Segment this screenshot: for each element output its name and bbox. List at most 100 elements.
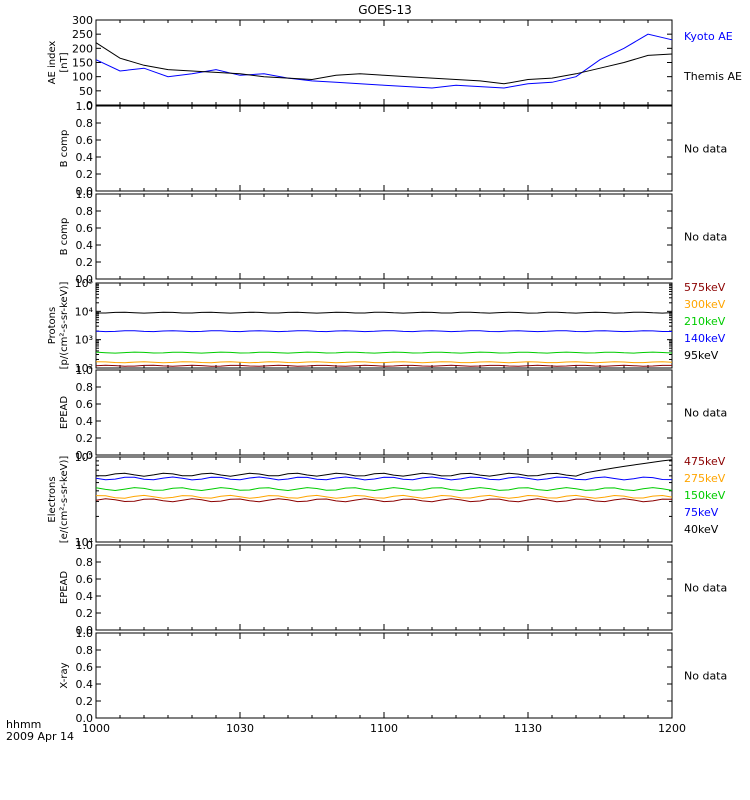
no-data-label: No data [684,407,727,420]
series-line-140keV [95,330,672,333]
y-tick-label: 1.0 [76,627,94,640]
y-tick-label: 0.8 [76,556,94,569]
y-tick-label: 300 [72,14,93,27]
y-tick-label: 10² [75,362,93,375]
series-line-kyoto-ae [95,33,673,89]
series-line-210keV [95,351,673,354]
series-line-95keV [96,311,673,314]
legend-entry: 475keV [684,455,726,468]
panel-epead1: 0.0 0.2 0.4 0.6 0.8 1.0 EPEAD No data [59,364,727,462]
panel-frame [95,19,673,106]
x-tick-label: 1030 [226,722,254,735]
y-tick-label: 0.0 [76,185,94,198]
legend-entry: Kyoto AE [684,30,733,43]
time-unit-label: hhmm [6,718,41,731]
y-tick-label: 100 [72,71,93,84]
y-tick-label: 50 [79,85,93,98]
y-tick-label: 0.2 [76,168,94,181]
y-tick-label: 0.2 [76,607,94,620]
y-tick-label: 0.6 [76,573,94,586]
panel-frame [95,369,673,456]
y-tick-label: 0.0 [76,449,94,462]
y-tick-label: 10⁴ [75,305,94,318]
y-tick-label: 0.0 [76,273,94,286]
y-tick-label: 0.0 [76,624,94,637]
series-line-300keV [95,361,673,364]
y-axis-label: EPEAD [59,571,70,605]
y-tick-label: 0.0 [76,712,94,725]
y-tick-label: 250 [72,28,93,41]
y-tick-label: 0.2 [76,432,94,445]
panel-frame [95,632,673,719]
series-line-150keV [95,487,673,492]
no-data-label: No data [684,231,727,244]
y-tick-label: 0.4 [76,415,94,428]
x-tick-label: 1000 [82,722,110,735]
y-tick-label: 150 [72,57,93,70]
y-tick-label: 0.8 [76,381,94,394]
figure-title: GOES-13 [358,3,412,17]
panel-epead2: 0.0 0.2 0.4 0.6 0.8 1.0 EPEAD No data [59,539,727,637]
y-axis-label: B comp [59,218,70,256]
legend-entry: Themis AE [683,70,742,83]
legend-entry: 140keV [684,332,726,345]
x-tick-label: 1130 [514,722,542,735]
y-tick-label: 0.4 [76,590,94,603]
panel-bcomp1: 0.0 0.2 0.4 0.6 0.8 1.0 B comp No data [59,100,727,198]
y-tick-label: 0.8 [76,644,94,657]
y-tick-label: 0.4 [76,678,94,691]
no-data-label: No data [684,582,727,595]
panel-electrons: 10⁴ 10⁵ Electrons [e/(cm²-s-sr-keV)] 475keV 2… [47,451,726,549]
x-tick-label: 1200 [658,722,686,735]
panel-frame [95,105,673,192]
y-axis-label: EPEAD [59,396,70,430]
series-line-575keV [95,364,672,367]
legend-entry: 150keV [684,489,726,502]
panel-bcomp2: 0.0 0.2 0.4 0.6 0.8 1.0 B comp No data [59,188,727,286]
panel-protons: 10² 10³ 10⁴ 10⁵ Protons [p/(cm²-s-sr-keV)] 575… [47,277,726,375]
legend-entry: 275keV [684,472,726,485]
y-tick-label: 0.6 [76,134,94,147]
y-tick-label: 1.0 [76,539,94,552]
y-axis-label: [e/(cm²-s-sr-keV)] [59,456,70,544]
y-tick-label: 0.6 [76,222,94,235]
panel-xray: 0.0 0.2 0.4 0.6 0.8 1.0 X-ray No data [59,627,727,725]
y-tick-label: 10³ [75,334,93,347]
y-axis-label: X-ray [59,662,70,688]
y-axis-label: Protons [47,307,58,344]
series-line-40keV [96,459,673,477]
y-axis-label: [p/(cm²-s-sr-keV)] [59,282,70,370]
y-tick-label: 0.2 [76,695,94,708]
y-tick-label: 10⁵ [75,277,93,290]
series-line-275keV [95,494,673,499]
legend-entry: 40keV [684,523,719,536]
panel-frame [95,544,673,631]
legend-entry: 210keV [684,315,726,328]
x-tick-label: 1100 [370,722,398,735]
y-tick-label: 200 [72,42,93,55]
legend-entry: 575keV [684,281,726,294]
y-tick-label: 10⁴ [75,536,94,549]
no-data-label: No data [684,670,727,683]
y-axis-label: AE index [47,41,58,85]
y-tick-label: 1.0 [76,188,94,201]
y-tick-label: 0.8 [76,205,94,218]
y-tick-label: 0.8 [76,117,94,130]
y-axis-label: Electrons [47,476,58,522]
series-line-475keV [95,498,673,503]
y-tick-label: 0.4 [76,151,94,164]
no-data-label: No data [684,143,727,156]
legend-entry: 300keV [684,298,726,311]
y-tick-label: 1.0 [76,100,94,113]
series-line-75keV [95,476,673,481]
series-line-themis-ae [95,42,673,85]
legend-entry: 75keV [684,506,719,519]
y-axis-label: B comp [59,130,70,168]
y-tick-label: 0.2 [76,256,94,269]
y-tick-label: 0.6 [76,661,94,674]
panel-frame [95,193,673,280]
y-tick-label: 0.4 [76,239,94,252]
y-tick-label: 0 [86,99,93,112]
